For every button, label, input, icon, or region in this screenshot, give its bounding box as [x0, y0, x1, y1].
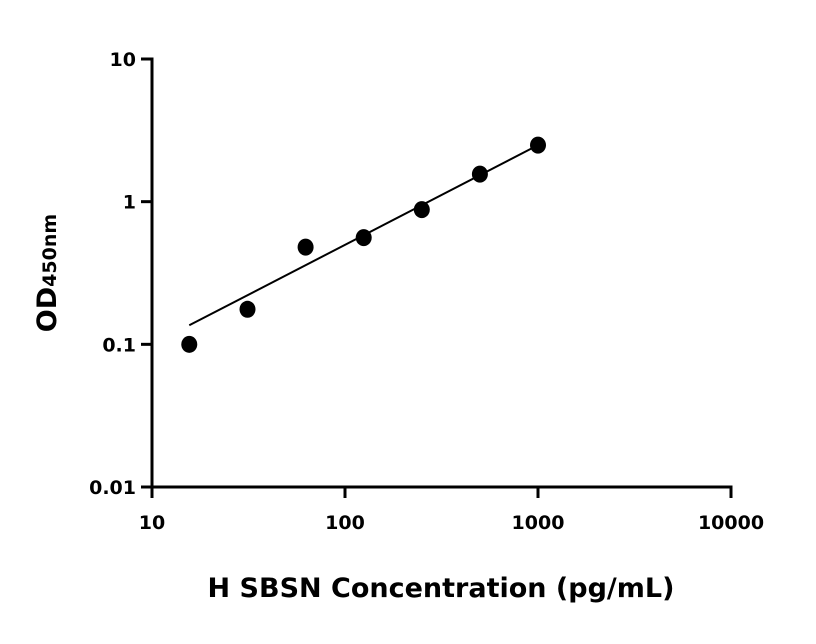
axes	[150, 57, 733, 489]
x-axis-title: H SBSN Concentration (pg/mL)	[208, 573, 675, 604]
y-axis-title-subscript: 450nm	[39, 214, 61, 287]
data-point	[181, 335, 198, 353]
y-tick-label: 10	[110, 49, 136, 71]
ticks: 10 100 1000 10000 0.01 0.1 1 10	[89, 49, 764, 534]
data-point	[471, 165, 488, 183]
data-point	[530, 136, 546, 154]
y-tick-label: 1	[123, 192, 136, 214]
y-axis-title-main: OD	[32, 287, 63, 332]
y-axis-title: OD450nm	[32, 214, 63, 332]
data-marks	[181, 136, 546, 353]
data-point	[239, 300, 256, 318]
data-point	[355, 229, 372, 247]
y-tick-label: 0.1	[102, 334, 136, 356]
x-tick-label: 1000	[512, 512, 565, 534]
y-tick-label: 0.01	[89, 477, 136, 499]
data-point	[297, 238, 314, 256]
data-point	[413, 201, 430, 219]
x-tick-label: 10000	[698, 512, 764, 534]
x-tick-label: 10	[139, 512, 165, 534]
x-tick-label: 100	[325, 512, 365, 534]
